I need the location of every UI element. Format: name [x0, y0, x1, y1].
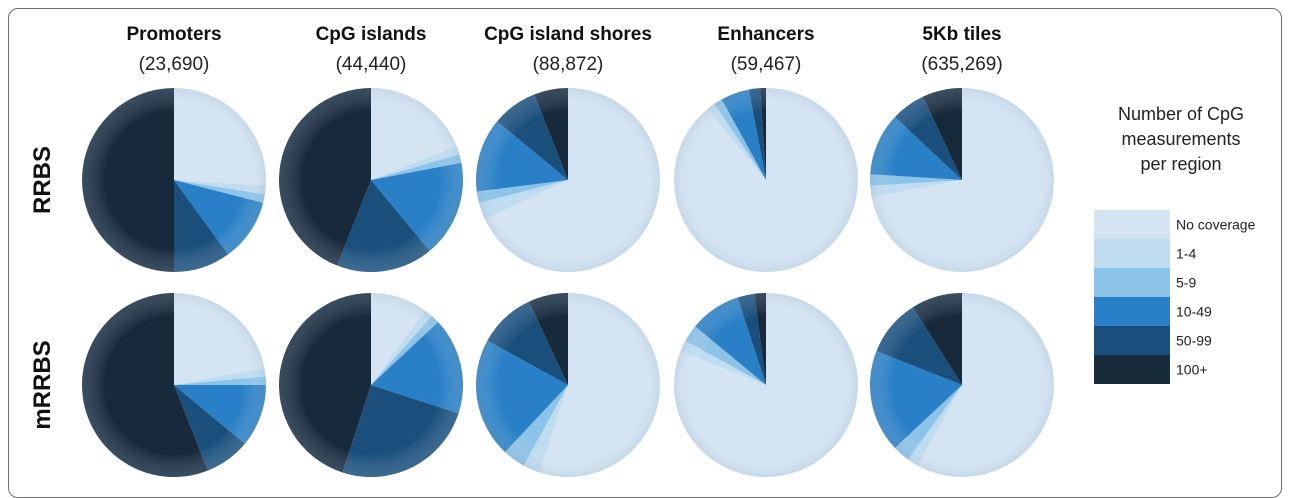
legend-label-no-coverage: No coverage: [1176, 217, 1256, 233]
column-title-cpg-islands: CpG islands: [316, 24, 427, 45]
legend-title-line-1: Number of CpG: [1118, 104, 1244, 124]
legend-items: No coverage 1-4 5-9 10-49 50-99 100+: [1094, 210, 1256, 384]
legend-swatch-5-9: [1094, 268, 1170, 297]
pie-rrbs-cpg-island-shores: [476, 88, 661, 272]
column-title-enhancers: Enhancers: [717, 24, 814, 45]
pie-edge-shading: [870, 293, 1054, 477]
legend-label-10-49: 10-49: [1176, 304, 1212, 320]
legend-swatch-1-4: [1094, 239, 1170, 268]
column-count-enhancers: (59,467): [731, 54, 802, 75]
legend-label-5-9: 5-9: [1176, 275, 1196, 291]
column-count-cpg-islands: (44,440): [336, 54, 407, 75]
legend: Number of CpG measurements per region No…: [1094, 104, 1256, 384]
column-title-5kb-tiles: 5Kb tiles: [922, 24, 1001, 45]
legend-label-1-4: 1-4: [1176, 246, 1196, 262]
legend-label-50-99: 50-99: [1176, 333, 1212, 349]
column-count-5kb-tiles: (635,269): [921, 54, 1002, 75]
legend-title-line-2: measurements: [1121, 129, 1240, 149]
column-titles: Promoters (23,690) CpG islands (44,440) …: [126, 24, 1002, 75]
pie-grid: [82, 87, 1055, 478]
pie-mrrbs-promoters: [82, 293, 266, 477]
pie-edge-shading: [476, 293, 660, 477]
pie-edge-shading: [476, 88, 660, 272]
pie-edge-shading: [82, 88, 266, 272]
pie-edge-shading: [82, 293, 266, 477]
legend-swatch-50-99: [1094, 326, 1170, 355]
pie-edge-shading: [674, 88, 858, 272]
pie-rrbs-enhancers: [673, 88, 858, 272]
pie-rrbs-cpg-islands: [278, 87, 463, 273]
column-count-promoters: (23,690): [139, 54, 210, 75]
pie-mrrbs-cpg-islands: [278, 293, 464, 478]
column-count-cpg-island-shores: (88,872): [533, 54, 604, 75]
pie-mrrbs-5kb-tiles: [869, 292, 1055, 477]
row-labels: RRBS mRRBS: [29, 146, 56, 430]
pie-rrbs-promoters: [82, 88, 267, 272]
column-title-promoters: Promoters: [126, 24, 221, 45]
legend-swatch-no-coverage: [1094, 210, 1170, 239]
legend-label-100: 100+: [1176, 362, 1208, 378]
legend-title-line-3: per region: [1140, 154, 1221, 174]
column-title-cpg-island-shores: CpG island shores: [484, 24, 652, 45]
legend-swatch-100: [1094, 355, 1170, 384]
pie-mrrbs-cpg-island-shores: [475, 293, 660, 477]
row-label-mrrbs: mRRBS: [29, 340, 56, 429]
legend-swatch-10-49: [1094, 297, 1170, 326]
row-label-rrbs: RRBS: [29, 146, 56, 214]
pie-edge-shading: [870, 88, 1054, 272]
pie-edge-shading: [279, 293, 463, 477]
pie-rrbs-5kb-tiles: [869, 87, 1055, 272]
pie-chart-figure: Promoters (23,690) CpG islands (44,440) …: [29, 24, 1256, 478]
pie-edge-shading: [674, 293, 858, 477]
pie-mrrbs-enhancers: [673, 293, 858, 478]
pie-edge-shading: [279, 88, 463, 272]
